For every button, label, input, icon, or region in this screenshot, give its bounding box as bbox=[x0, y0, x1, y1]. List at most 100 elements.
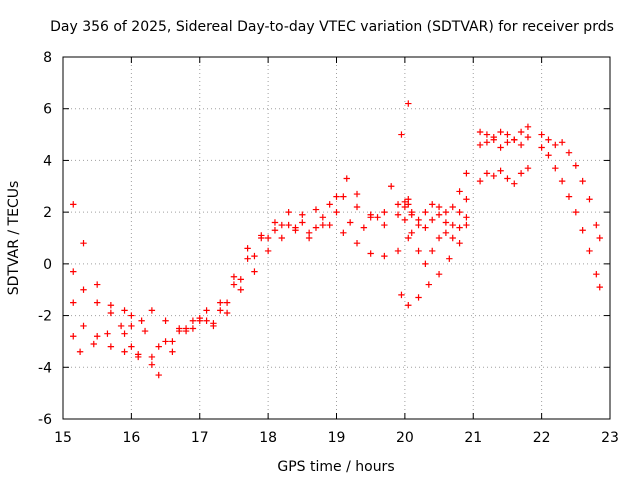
data-point bbox=[326, 221, 333, 229]
series-track-b bbox=[70, 175, 412, 350]
data-point bbox=[552, 141, 559, 149]
data-point bbox=[230, 281, 238, 288]
data-point bbox=[217, 307, 224, 314]
data-point bbox=[497, 128, 504, 136]
data-point bbox=[93, 281, 101, 288]
data-point bbox=[169, 338, 176, 345]
data-point bbox=[340, 229, 347, 237]
series-track-j bbox=[476, 133, 532, 151]
data-point bbox=[104, 330, 111, 337]
data-point bbox=[593, 221, 600, 229]
data-point bbox=[80, 239, 87, 247]
data-point bbox=[490, 172, 497, 180]
data-point bbox=[435, 271, 443, 278]
data-point bbox=[278, 234, 285, 242]
x-tick-label: 15 bbox=[54, 430, 72, 446]
data-point bbox=[586, 247, 593, 255]
data-point bbox=[326, 201, 333, 208]
series-track-l bbox=[538, 131, 603, 242]
data-point bbox=[203, 307, 210, 314]
data-point bbox=[435, 211, 443, 218]
data-point bbox=[319, 214, 327, 221]
data-point bbox=[476, 141, 484, 149]
series-track-f bbox=[401, 196, 470, 231]
data-point bbox=[360, 224, 368, 231]
y-tick-label: 2 bbox=[43, 205, 52, 221]
data-point bbox=[415, 247, 422, 255]
data-point bbox=[210, 322, 217, 330]
y-tick-label: 0 bbox=[43, 257, 52, 273]
data-point bbox=[278, 221, 285, 229]
data-point bbox=[264, 247, 272, 255]
y-tick-label: 6 bbox=[43, 102, 52, 118]
data-point bbox=[497, 144, 504, 151]
data-point bbox=[476, 177, 484, 185]
x-tick-label: 17 bbox=[191, 430, 209, 446]
data-point bbox=[517, 128, 525, 136]
data-point bbox=[415, 294, 422, 301]
data-point bbox=[70, 268, 77, 275]
data-point bbox=[223, 309, 231, 317]
data-point bbox=[80, 322, 87, 330]
data-point bbox=[435, 234, 443, 242]
y-tick-labels: -6 -4 -2 0 2 4 6 8 bbox=[38, 50, 52, 428]
data-point bbox=[442, 208, 450, 216]
data-point bbox=[117, 322, 125, 330]
data-point bbox=[442, 219, 450, 226]
data-point bbox=[312, 206, 320, 213]
data-point bbox=[141, 327, 149, 335]
data-point bbox=[353, 203, 361, 211]
data-point bbox=[405, 100, 412, 107]
data-point bbox=[353, 190, 361, 198]
data-point bbox=[305, 229, 313, 237]
data-point bbox=[223, 299, 231, 306]
data-point bbox=[405, 234, 412, 242]
data-point bbox=[333, 193, 340, 200]
data-point bbox=[415, 221, 422, 229]
data-point bbox=[422, 224, 429, 231]
data-point bbox=[128, 322, 135, 330]
data-point bbox=[128, 312, 135, 319]
data-point bbox=[405, 302, 412, 309]
data-point bbox=[285, 221, 292, 229]
data-point bbox=[217, 299, 224, 306]
data-point bbox=[497, 167, 504, 174]
data-point bbox=[121, 330, 128, 337]
y-tick-label: 4 bbox=[43, 153, 52, 169]
data-point bbox=[319, 221, 327, 229]
data-point bbox=[524, 133, 532, 141]
data-point bbox=[504, 175, 511, 182]
data-point bbox=[405, 201, 412, 208]
y-axis-label: SDTVAR / TECUs bbox=[6, 181, 22, 296]
data-point bbox=[340, 193, 347, 200]
x-axis-label: GPS time / hours bbox=[277, 459, 394, 475]
data-point bbox=[169, 348, 176, 355]
data-point bbox=[70, 299, 77, 306]
data-point bbox=[162, 317, 169, 324]
data-point bbox=[93, 299, 101, 306]
x-tick-label: 19 bbox=[328, 430, 346, 446]
data-point bbox=[545, 152, 552, 159]
data-point bbox=[251, 268, 258, 275]
data-point bbox=[333, 208, 340, 216]
data-point bbox=[511, 136, 518, 143]
data-point bbox=[596, 283, 603, 291]
x-tick-label: 23 bbox=[601, 430, 619, 446]
data-point bbox=[285, 208, 292, 216]
data-point bbox=[107, 309, 115, 317]
data-point bbox=[463, 170, 470, 177]
data-point bbox=[299, 219, 306, 226]
data-point bbox=[367, 214, 374, 221]
series-track-d bbox=[70, 219, 412, 355]
data-point bbox=[230, 273, 238, 280]
data-point bbox=[483, 170, 491, 177]
data-point bbox=[435, 203, 443, 211]
data-point bbox=[504, 131, 511, 138]
data-point bbox=[182, 327, 190, 335]
series-track-g bbox=[401, 214, 470, 268]
y-tick-label: -2 bbox=[38, 309, 52, 325]
data-point bbox=[394, 211, 402, 218]
data-point bbox=[80, 286, 87, 293]
data-point bbox=[128, 343, 135, 350]
data-point bbox=[189, 317, 197, 324]
